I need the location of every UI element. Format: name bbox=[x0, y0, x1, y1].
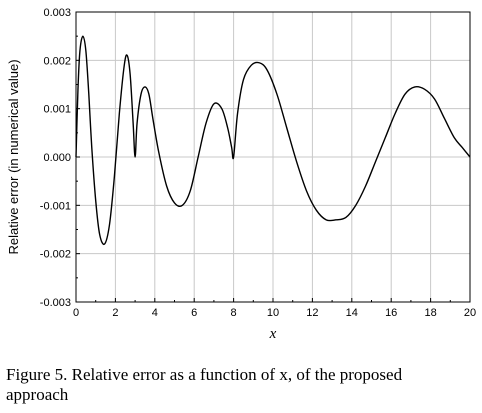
x-tick-label: 0 bbox=[73, 307, 79, 319]
y-axis-label: Relative error (in numerical value) bbox=[6, 59, 21, 254]
x-tick-label: 14 bbox=[346, 307, 358, 319]
x-tick-label: 4 bbox=[152, 307, 158, 319]
grid-lines bbox=[76, 12, 470, 302]
caption-line-1: Figure 5. Relative error as a function o… bbox=[6, 365, 403, 384]
x-tick-label: 6 bbox=[191, 307, 197, 319]
x-tick-labels: 0 2 4 6 8 10 12 14 16 18 20 bbox=[73, 307, 476, 319]
x-tick-label: 2 bbox=[112, 307, 118, 319]
x-tick-label: 18 bbox=[424, 307, 436, 319]
y-tick-label: -0.001 bbox=[40, 200, 71, 212]
x-tick-label: 8 bbox=[231, 307, 237, 319]
y-tick-label: 0.001 bbox=[43, 104, 71, 116]
relative-error-series-line bbox=[75, 35, 471, 246]
x-axis-label: x bbox=[269, 326, 277, 342]
x-tick-label: 12 bbox=[306, 307, 318, 319]
y-tick-labels: -0.003 -0.002 -0.001 0.000 0.001 0.002 0.003 bbox=[40, 7, 71, 309]
y-tick-label: -0.003 bbox=[40, 297, 71, 309]
y-tick-label: 0.003 bbox=[43, 7, 71, 19]
caption-line-2: approach bbox=[6, 385, 69, 404]
y-tick-label: 0.000 bbox=[43, 152, 71, 164]
figure-caption: Figure 5. Relative error as a function o… bbox=[6, 365, 478, 405]
relative-error-chart: 0 2 4 6 8 10 12 14 16 18 20 -0.003 -0.002 -0.001 0.00… bbox=[6, 7, 476, 342]
x-tick-label: 16 bbox=[385, 307, 397, 319]
x-tick-label: 10 bbox=[267, 307, 279, 319]
x-tick-label: 20 bbox=[464, 307, 476, 319]
y-tick-label: 0.002 bbox=[43, 55, 71, 67]
y-tick-label: -0.002 bbox=[40, 249, 71, 261]
